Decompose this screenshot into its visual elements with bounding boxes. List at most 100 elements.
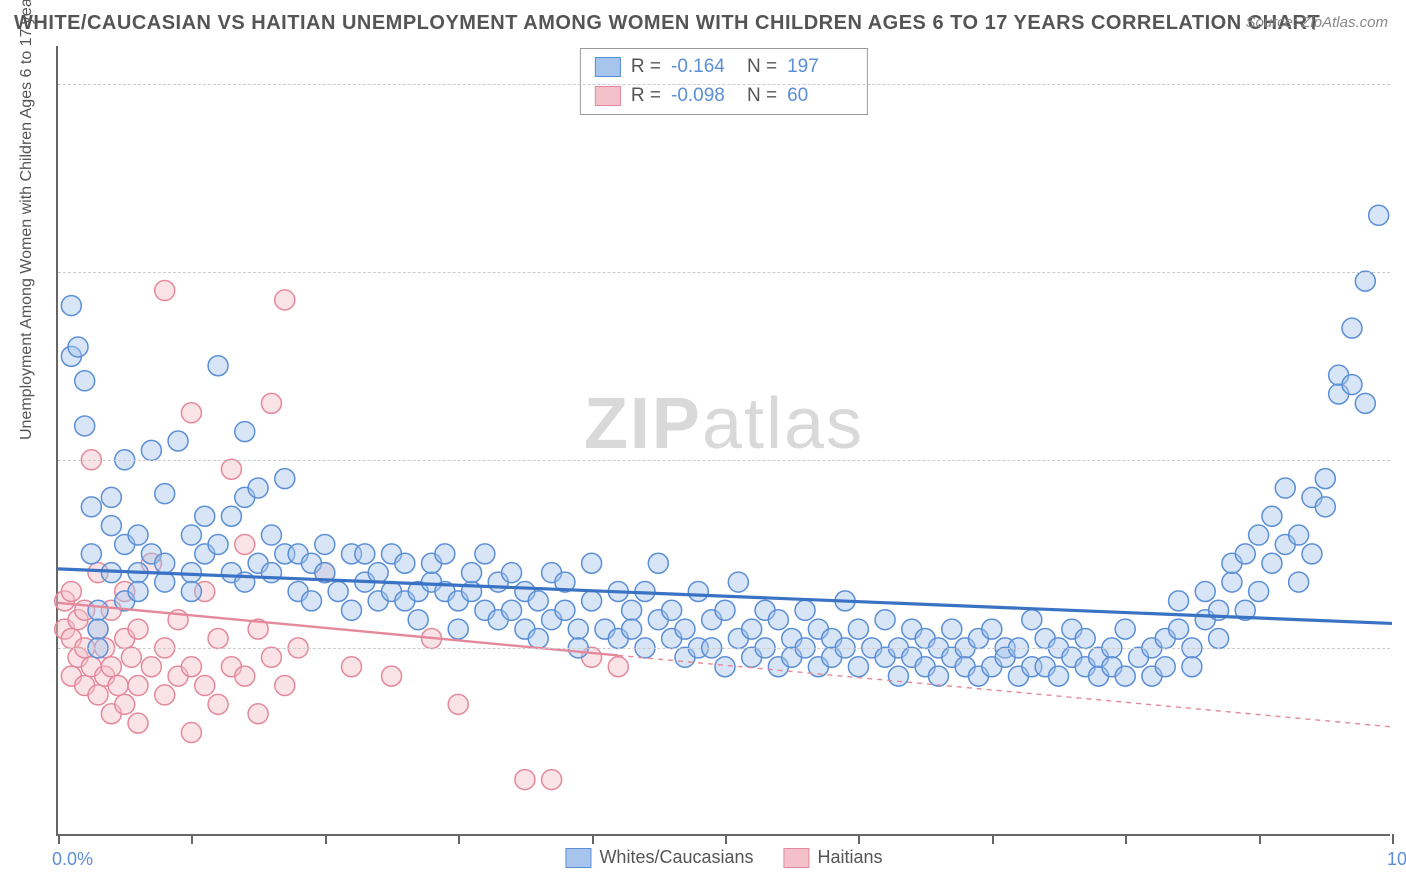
data-point bbox=[502, 600, 522, 620]
data-point bbox=[1049, 666, 1069, 686]
x-max-label: 100.0% bbox=[1387, 849, 1406, 870]
series-legend: Whites/Caucasians Haitians bbox=[565, 847, 882, 868]
data-point bbox=[128, 525, 148, 545]
x-tick bbox=[725, 834, 727, 844]
data-point bbox=[128, 713, 148, 733]
data-point bbox=[261, 563, 281, 583]
data-point bbox=[662, 600, 682, 620]
data-point bbox=[1289, 572, 1309, 592]
y-axis-label: Unemployment Among Women with Children A… bbox=[18, 0, 36, 440]
data-point bbox=[81, 497, 101, 517]
data-point bbox=[248, 704, 268, 724]
data-point bbox=[155, 281, 175, 301]
x-tick bbox=[1125, 834, 1127, 844]
data-point bbox=[1022, 610, 1042, 630]
data-point bbox=[195, 506, 215, 526]
data-point bbox=[1169, 591, 1189, 611]
data-point bbox=[688, 581, 708, 601]
data-point bbox=[235, 534, 255, 554]
data-point bbox=[128, 619, 148, 639]
data-point bbox=[168, 431, 188, 451]
data-point bbox=[208, 356, 228, 376]
data-point bbox=[568, 619, 588, 639]
data-point bbox=[675, 619, 695, 639]
data-point bbox=[221, 506, 241, 526]
data-point bbox=[928, 666, 948, 686]
data-point bbox=[1169, 619, 1189, 639]
data-point bbox=[275, 290, 295, 310]
data-point bbox=[341, 657, 361, 677]
data-point bbox=[261, 525, 281, 545]
data-point bbox=[155, 553, 175, 573]
gridline bbox=[58, 84, 1390, 85]
data-point bbox=[1315, 497, 1335, 517]
data-point bbox=[75, 416, 95, 436]
data-point bbox=[622, 600, 642, 620]
data-point bbox=[408, 610, 428, 630]
data-point bbox=[715, 657, 735, 677]
data-point bbox=[195, 676, 215, 696]
data-point bbox=[81, 544, 101, 564]
data-point bbox=[61, 581, 81, 601]
data-point bbox=[1155, 657, 1175, 677]
data-point bbox=[1249, 525, 1269, 545]
x-tick bbox=[1259, 834, 1261, 844]
x-tick bbox=[325, 834, 327, 844]
data-point bbox=[382, 666, 402, 686]
data-point bbox=[555, 600, 575, 620]
data-point bbox=[235, 422, 255, 442]
data-point bbox=[88, 685, 108, 705]
gridline bbox=[58, 648, 1390, 649]
data-point bbox=[141, 440, 161, 460]
x-tick bbox=[858, 834, 860, 844]
data-point bbox=[315, 534, 335, 554]
data-point bbox=[875, 610, 895, 630]
data-point bbox=[155, 484, 175, 504]
data-point bbox=[1222, 572, 1242, 592]
data-point bbox=[128, 581, 148, 601]
r-label: R = bbox=[631, 53, 661, 82]
data-point bbox=[341, 600, 361, 620]
n-value-1: 197 bbox=[787, 53, 853, 82]
data-point bbox=[275, 676, 295, 696]
legend-label-2: Haitians bbox=[818, 847, 883, 868]
stats-legend: R = -0.164 N = 197 R = -0.098 N = 60 bbox=[580, 48, 868, 115]
data-point bbox=[368, 563, 388, 583]
swatch-series-1 bbox=[595, 57, 621, 77]
data-point bbox=[648, 553, 668, 573]
data-point bbox=[208, 534, 228, 554]
data-point bbox=[1302, 544, 1322, 564]
data-point bbox=[248, 478, 268, 498]
n-value-2: 60 bbox=[787, 82, 853, 111]
n-label: N = bbox=[747, 53, 777, 82]
x-tick bbox=[191, 834, 193, 844]
n-label: N = bbox=[747, 82, 777, 111]
data-point bbox=[101, 487, 121, 507]
data-point bbox=[108, 676, 128, 696]
data-point bbox=[542, 770, 562, 790]
data-point bbox=[435, 544, 455, 564]
legend-item-1: Whites/Caucasians bbox=[565, 847, 753, 868]
data-point bbox=[181, 581, 201, 601]
data-point bbox=[128, 676, 148, 696]
gridline bbox=[58, 460, 1390, 461]
data-point bbox=[1315, 469, 1335, 489]
data-point bbox=[61, 296, 81, 316]
data-point bbox=[208, 694, 228, 714]
data-point bbox=[1355, 393, 1375, 413]
gridline bbox=[58, 272, 1390, 273]
data-point bbox=[1355, 271, 1375, 291]
data-point bbox=[208, 629, 228, 649]
data-point bbox=[115, 694, 135, 714]
data-point bbox=[155, 685, 175, 705]
data-point bbox=[982, 619, 1002, 639]
data-point bbox=[942, 619, 962, 639]
data-point bbox=[301, 591, 321, 611]
data-point bbox=[181, 525, 201, 545]
data-point bbox=[1262, 506, 1282, 526]
data-point bbox=[728, 572, 748, 592]
data-point bbox=[181, 657, 201, 677]
data-point bbox=[1369, 205, 1389, 225]
data-point bbox=[528, 629, 548, 649]
data-point bbox=[75, 371, 95, 391]
